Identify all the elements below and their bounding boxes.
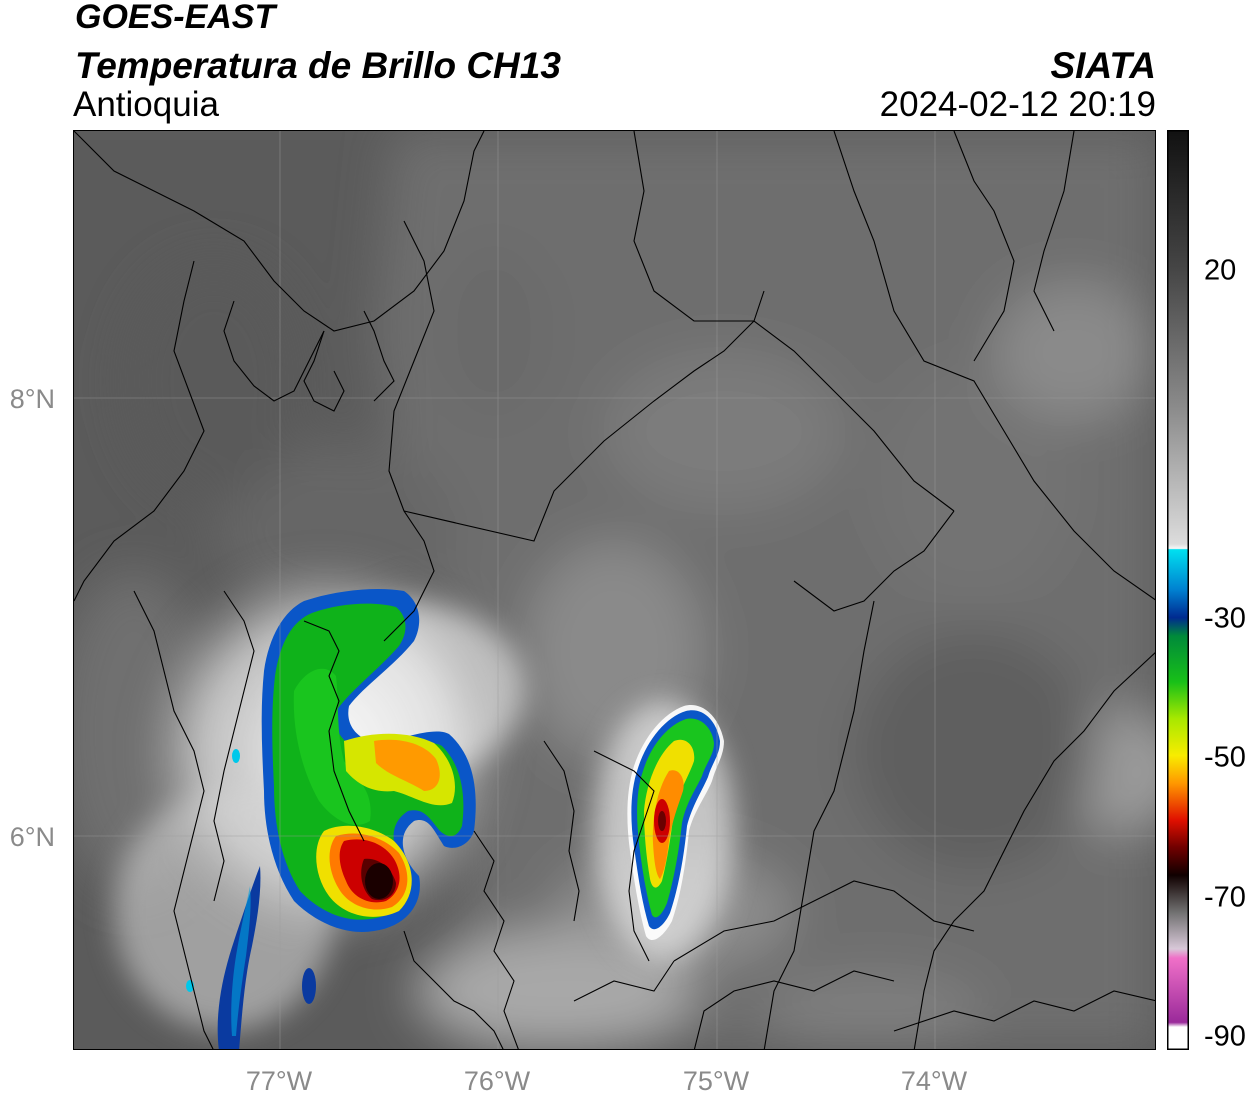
graticule: [74, 131, 1155, 1049]
satellite-map[interactable]: [73, 130, 1156, 1050]
storm-system-east: [627, 705, 724, 941]
lon-label-77w: 77°W: [245, 1066, 313, 1096]
agency-label: SIATA: [1050, 45, 1156, 86]
product-title: Temperatura de Brillo CH13: [75, 45, 561, 86]
borders: [74, 131, 1155, 1049]
cloud-texture: [74, 131, 1155, 1049]
colorbar-label-20: 20: [1204, 254, 1237, 287]
storm-system-west: [186, 589, 476, 1049]
datetime-label: 2024-02-12 20:19: [879, 85, 1156, 124]
lat-label-6n: 6°N: [9, 822, 55, 852]
colorbar-label-minus30: -30: [1204, 602, 1246, 635]
colorbar-label-minus50: -50: [1204, 741, 1246, 774]
lon-label-76w: 76°W: [463, 1066, 531, 1096]
satellite-title: GOES-EAST: [75, 0, 276, 36]
colorbar: [1167, 130, 1189, 1050]
colorbar-label-minus70: -70: [1204, 881, 1246, 914]
colorbar-label-minus90: -90: [1204, 1020, 1246, 1053]
lon-label-74w: 74°W: [900, 1066, 968, 1096]
map-canvas: [74, 131, 1155, 1049]
lon-label-75w: 75°W: [682, 1066, 750, 1096]
lat-label-8n: 8°N: [9, 384, 55, 414]
region-label: Antioquia: [73, 85, 219, 124]
